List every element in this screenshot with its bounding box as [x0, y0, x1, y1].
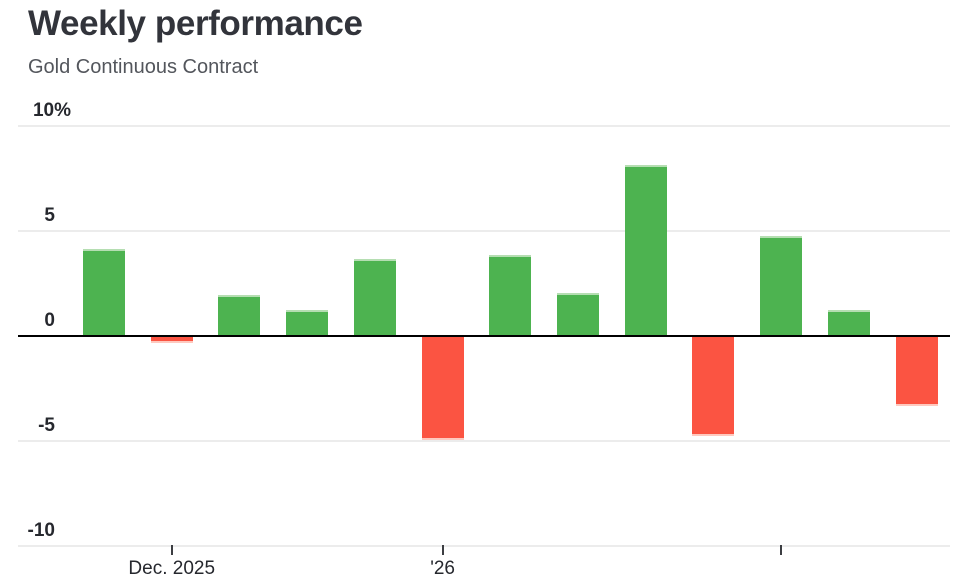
y-axis-label-0: 0 — [44, 310, 55, 331]
gridline--5 — [18, 440, 950, 442]
chart-subtitle: Gold Continuous Contract — [28, 56, 259, 78]
gridline--10 — [18, 545, 950, 547]
bar-week-1 — [83, 248, 125, 337]
bar-week-11 — [760, 236, 803, 337]
gridline-10% — [18, 125, 950, 127]
bar-week-3 — [218, 295, 261, 337]
bar-week-2 — [150, 337, 193, 344]
bar-week-13 — [895, 337, 938, 407]
bar-week-9 — [624, 164, 667, 337]
x-axis-tick — [441, 545, 444, 555]
bar-week-7 — [489, 255, 532, 337]
x-axis-label: '26 — [430, 558, 455, 579]
gridline-5 — [18, 230, 950, 232]
bar-week-10 — [692, 337, 735, 436]
bar-week-6 — [421, 337, 464, 440]
zero-line — [18, 335, 950, 337]
x-axis-tick — [170, 545, 173, 555]
bar-week-12 — [827, 309, 870, 337]
y-axis-label-5: 5 — [44, 205, 55, 226]
bar-week-8 — [557, 292, 600, 337]
y-axis-label-10%: 10% — [32, 100, 71, 121]
y-axis-label--5: -5 — [38, 415, 55, 436]
bar-week-5 — [353, 259, 396, 337]
x-axis-tick — [780, 545, 783, 555]
bar-week-4 — [286, 309, 329, 337]
chart-title: Weekly performance — [28, 4, 363, 43]
x-axis-label: Dec. 2025 — [128, 558, 216, 579]
y-axis-label--10: -10 — [27, 520, 55, 541]
